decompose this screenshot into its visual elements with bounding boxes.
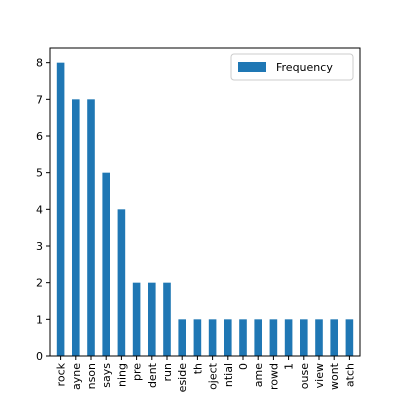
x-tick-label: pre — [131, 363, 144, 381]
legend: Frequency — [230, 53, 354, 81]
x-tick-label: rowd — [267, 363, 280, 390]
bar-eside — [178, 319, 186, 356]
y-tick-label: 4 — [36, 203, 43, 216]
plot-frame — [49, 47, 361, 357]
bar-pre — [132, 282, 141, 356]
legend-box — [230, 53, 354, 81]
bar-rock — [56, 62, 65, 357]
x-axis: rock ayne nson says ning pre dent run eside th oje… — [55, 356, 356, 393]
legend-swatch — [238, 62, 266, 72]
bar-wont — [330, 319, 338, 356]
bar-ayne — [72, 99, 80, 356]
x-tick-label: ame — [252, 363, 265, 387]
bar-0 — [239, 319, 247, 356]
x-tick-label: oject — [207, 362, 220, 390]
bar-ame — [254, 319, 262, 356]
bar-ouse — [300, 319, 308, 356]
x-tick-label: atch — [343, 363, 356, 387]
x-tick-label: 1 — [283, 363, 296, 370]
y-tick-label: 5 — [36, 167, 43, 180]
y-tick-label: 2 — [36, 277, 43, 290]
x-tick-label: wont — [328, 362, 341, 390]
y-tick-label: 7 — [36, 93, 43, 106]
y-tick-label: 3 — [36, 240, 43, 253]
bars-group — [56, 62, 354, 357]
y-tick-label: 6 — [36, 130, 43, 143]
x-tick-label: rock — [55, 362, 68, 386]
y-tick-label: 8 — [36, 57, 43, 70]
bar-rowd — [269, 319, 278, 356]
x-tick-label: ouse — [298, 363, 311, 389]
x-tick-label: 0 — [237, 363, 250, 370]
x-tick-label: says — [100, 363, 113, 388]
bar-atch — [345, 319, 354, 356]
bar-oject — [208, 319, 217, 356]
y-tick-label: 0 — [36, 350, 43, 363]
x-tick-label: eside — [176, 363, 189, 393]
bar-ntial — [224, 319, 232, 356]
x-tick-label: th — [191, 363, 204, 374]
bar-nson — [87, 99, 95, 356]
bar-th — [193, 319, 202, 356]
y-axis: 0 1 2 3 4 5 6 7 8 — [36, 57, 50, 363]
x-tick-label: ning — [115, 363, 128, 387]
x-tick-label: view — [313, 363, 326, 388]
bar-view — [315, 319, 323, 356]
bar-says — [102, 172, 110, 356]
legend-label: Frequency — [276, 61, 333, 74]
x-tick-label: run — [161, 363, 174, 381]
x-tick-label: dent — [146, 362, 159, 388]
bar-1 — [284, 319, 293, 356]
bar-dent — [148, 282, 156, 356]
y-tick-label: 1 — [36, 313, 43, 326]
bar-run — [163, 282, 171, 356]
x-tick-label: nson — [85, 363, 98, 389]
x-tick-label: ntial — [222, 363, 235, 387]
bar-ning — [117, 209, 126, 356]
x-tick-label: ayne — [70, 363, 83, 390]
